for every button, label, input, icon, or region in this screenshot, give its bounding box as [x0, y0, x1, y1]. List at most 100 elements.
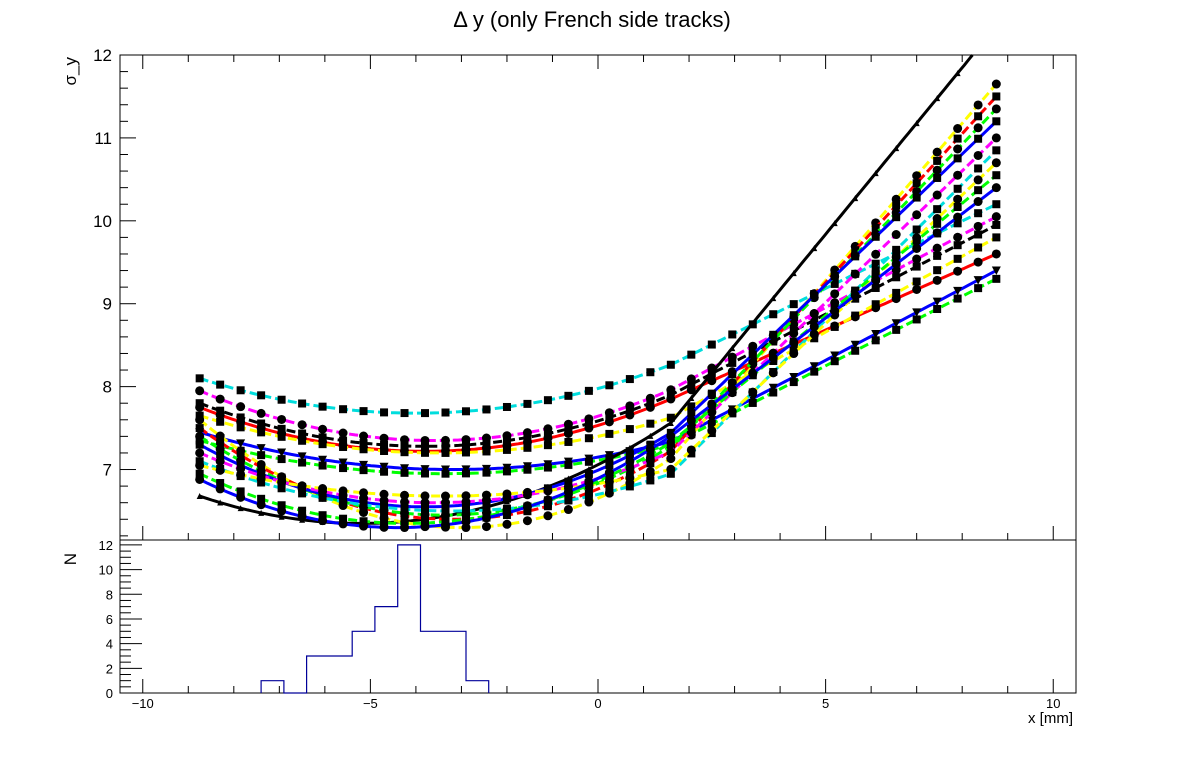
data-point: [625, 451, 634, 460]
data-point: [297, 420, 307, 430]
data-point: [769, 388, 778, 397]
histogram-bin: [329, 656, 352, 693]
bottom-x-tick-label: −5: [363, 696, 378, 711]
data-point: [933, 219, 942, 228]
data-point: [256, 408, 266, 418]
series-line: [199, 269, 997, 471]
data-point: [666, 431, 676, 441]
data-point: [441, 448, 450, 457]
data-point: [913, 120, 920, 127]
bottom-y-tick-label: 6: [106, 612, 113, 627]
series-line: [198, 83, 998, 530]
series-4: [195, 233, 1001, 457]
data-point: [891, 230, 901, 240]
data-point: [379, 522, 389, 532]
data-point: [543, 495, 553, 505]
data-point: [604, 468, 614, 478]
data-point: [991, 133, 1001, 143]
bottom-plot-frame: [119, 539, 1077, 694]
data-point: [892, 245, 901, 254]
data-point: [973, 150, 983, 160]
data-point: [277, 395, 286, 404]
data-point: [686, 385, 696, 395]
data-point: [318, 455, 328, 465]
data-point: [359, 521, 369, 531]
data-point: [871, 270, 880, 279]
data-point: [338, 458, 348, 468]
data-point: [236, 487, 245, 496]
data-point: [420, 465, 430, 474]
data-point: [728, 370, 737, 379]
data-point: [482, 506, 491, 515]
data-point: [809, 322, 819, 332]
data-point: [359, 445, 368, 454]
series-line: [199, 202, 997, 415]
data-point: [912, 243, 922, 253]
data-point: [584, 423, 594, 433]
data-point: [339, 497, 348, 506]
data-point: [605, 487, 614, 496]
series-line: [199, 252, 997, 453]
data-point: [523, 465, 532, 474]
data-point: [789, 337, 799, 347]
data-point: [851, 252, 860, 261]
data-point: [790, 270, 797, 277]
data-point: [953, 254, 962, 263]
data-point: [380, 467, 389, 476]
data-point: [912, 254, 922, 264]
data-point: [973, 100, 983, 110]
data-point: [522, 502, 532, 512]
data-point: [461, 407, 470, 416]
data-point: [257, 428, 266, 437]
data-point: [237, 505, 244, 512]
data-point: [441, 506, 450, 515]
data-point: [789, 378, 798, 387]
data-point: [912, 179, 921, 188]
data-point: [973, 257, 983, 267]
data-point: [421, 442, 430, 451]
data-point: [564, 477, 573, 486]
data-point: [195, 402, 205, 412]
data-point: [666, 447, 676, 457]
data-point: [953, 219, 962, 228]
data-point: [359, 466, 368, 475]
data-point: [257, 391, 266, 400]
data-point: [912, 236, 921, 245]
histogram-bin: [443, 631, 466, 693]
data-point: [215, 456, 225, 466]
data-point: [421, 506, 430, 515]
data-point: [543, 429, 552, 438]
top-y-tick-label: 11: [94, 129, 112, 148]
bottom-y-tick-label: 0: [106, 686, 113, 701]
data-point: [687, 409, 696, 418]
data-point: [298, 489, 307, 498]
data-point: [502, 445, 511, 454]
data-point: [339, 464, 348, 473]
data-point: [584, 478, 594, 488]
data-point: [257, 451, 266, 460]
data-point: [891, 194, 901, 204]
data-point: [195, 474, 205, 484]
data-point: [974, 284, 983, 293]
data-point: [810, 316, 819, 325]
data-point: [380, 408, 389, 417]
chart-title: Δ y (only French side tracks): [453, 7, 731, 32]
data-point: [992, 220, 1001, 229]
data-point: [933, 305, 942, 314]
data-point: [481, 513, 491, 523]
data-point: [933, 156, 942, 165]
data-point: [892, 201, 901, 210]
data-point: [973, 175, 983, 185]
data-point: [830, 271, 839, 280]
series-line: [199, 277, 998, 476]
data-point: [851, 311, 860, 320]
data-point: [974, 164, 983, 173]
bottom-x-tick-label: 0: [594, 696, 601, 711]
data-point: [831, 220, 838, 227]
data-point: [195, 374, 204, 383]
data-point: [400, 523, 410, 533]
data-point: [851, 246, 860, 255]
data-point: [991, 183, 1001, 193]
data-point: [992, 117, 1001, 126]
data-point: [973, 197, 983, 207]
